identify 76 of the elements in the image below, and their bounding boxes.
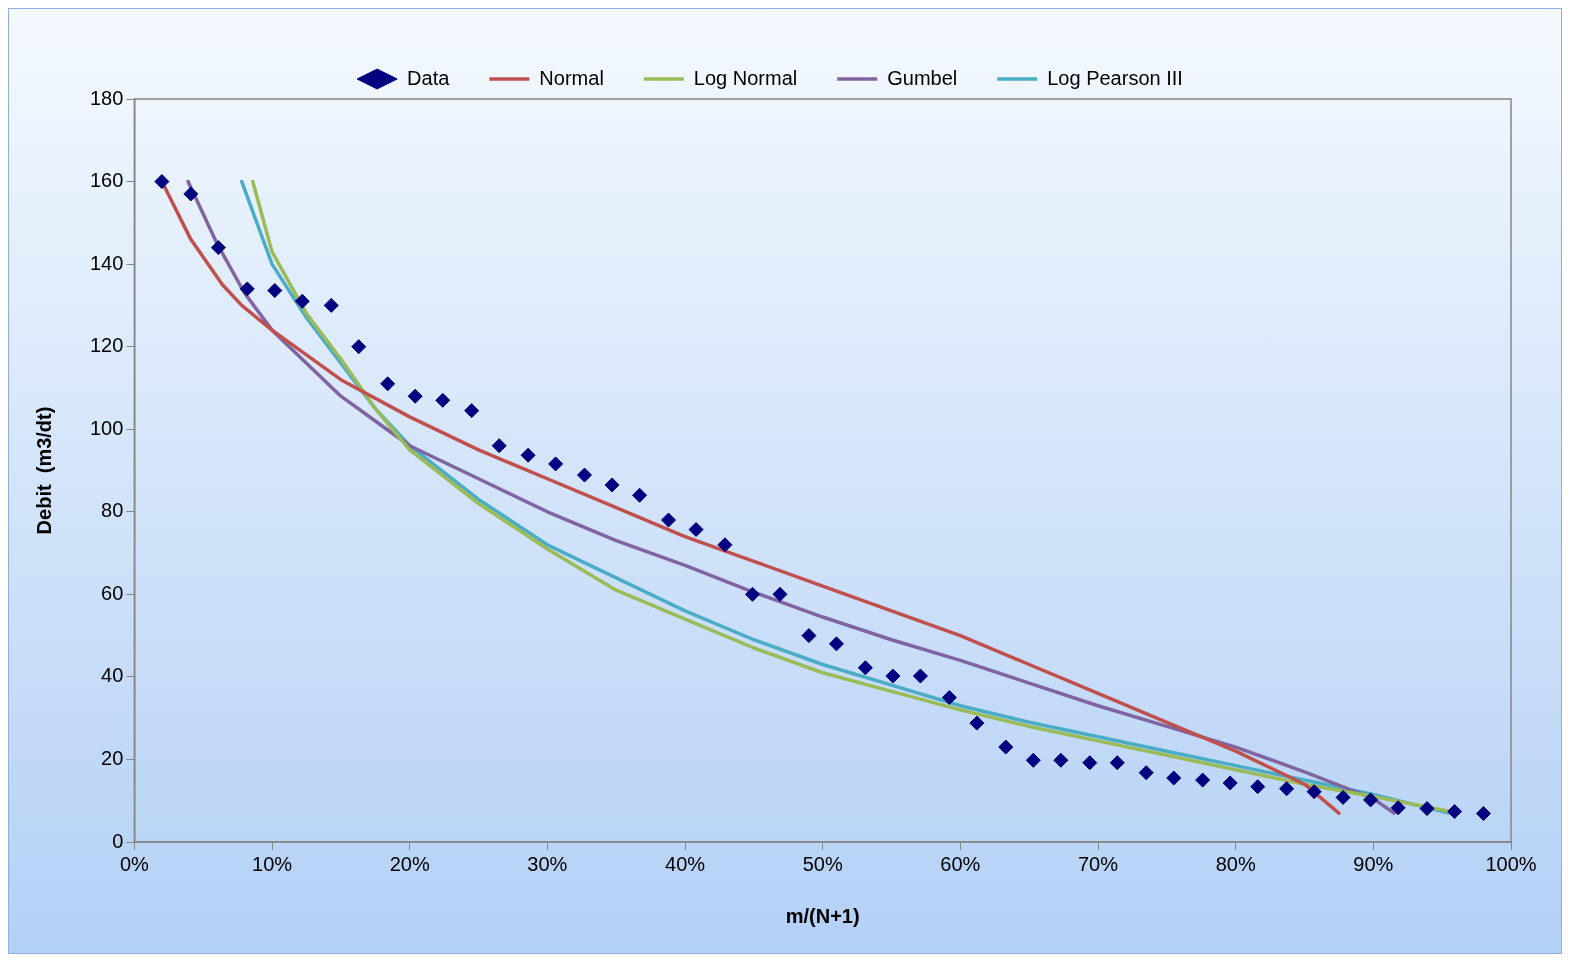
y-tick-label: 160 xyxy=(89,169,124,192)
point xyxy=(1419,801,1435,817)
point xyxy=(1138,765,1154,781)
y-tick-label: 80 xyxy=(101,499,124,522)
point xyxy=(828,636,844,652)
point xyxy=(210,240,226,256)
point xyxy=(239,281,255,297)
point xyxy=(491,438,507,454)
point xyxy=(1279,781,1295,797)
point xyxy=(548,456,564,472)
point xyxy=(435,392,451,408)
x-tick-label: 30% xyxy=(527,852,568,875)
y-tick-label: 0 xyxy=(112,829,124,852)
x-tick-label: 60% xyxy=(940,852,981,875)
point xyxy=(1222,775,1238,791)
point xyxy=(912,668,928,684)
point xyxy=(998,739,1014,755)
point xyxy=(1447,803,1463,819)
point xyxy=(688,522,704,538)
point xyxy=(941,690,957,706)
point xyxy=(267,283,283,299)
point xyxy=(1025,752,1041,768)
y-tick-label: 40 xyxy=(101,664,124,687)
point xyxy=(1475,806,1491,822)
point xyxy=(801,628,817,644)
legend-label: Normal xyxy=(539,66,604,89)
y-axis-title: Debit (m3/dt) xyxy=(32,406,55,535)
point xyxy=(1195,772,1211,788)
x-tick-label: 40% xyxy=(665,852,706,875)
point xyxy=(772,586,788,602)
point xyxy=(577,467,593,483)
point xyxy=(661,512,676,528)
x-axis-title: m/(N+1) xyxy=(785,904,860,927)
y-tick-label: 140 xyxy=(89,251,124,274)
point xyxy=(717,537,733,553)
point xyxy=(407,388,423,404)
legend-label: Log Pearson III xyxy=(1047,66,1183,89)
point xyxy=(1306,784,1322,800)
y-tick-label: 120 xyxy=(89,334,124,357)
x-tick-label: 100% xyxy=(1485,852,1537,875)
point xyxy=(380,376,396,392)
point xyxy=(520,447,536,463)
y-tick-label: 180 xyxy=(89,86,124,109)
x-tick-label: 20% xyxy=(389,852,430,875)
y-tick-label: 20 xyxy=(101,746,124,769)
legend-label: Gumbel xyxy=(887,66,958,89)
point xyxy=(1363,792,1379,808)
point xyxy=(1335,789,1351,805)
point xyxy=(744,586,760,602)
point xyxy=(1109,755,1125,771)
x-tick-label: 80% xyxy=(1215,852,1256,875)
point xyxy=(604,477,620,493)
point xyxy=(885,668,901,684)
point xyxy=(1250,779,1266,795)
x-tick-label: 90% xyxy=(1353,852,1394,875)
legend-label: Data xyxy=(407,66,451,89)
point xyxy=(351,339,367,355)
x-tick-label: 70% xyxy=(1078,852,1119,875)
x-tick-label: 10% xyxy=(252,852,293,875)
point xyxy=(1166,770,1182,786)
point xyxy=(1390,800,1406,816)
point xyxy=(183,186,199,202)
x-tick-label: 50% xyxy=(802,852,843,875)
point xyxy=(464,403,480,419)
point xyxy=(632,487,648,503)
point xyxy=(1053,752,1069,768)
point xyxy=(969,715,985,731)
point xyxy=(323,297,339,313)
x-tick-label: 0% xyxy=(119,852,150,875)
point xyxy=(294,293,310,309)
legend-label: Log Normal xyxy=(693,66,798,89)
y-tick-label: 60 xyxy=(101,581,124,604)
point xyxy=(154,174,170,190)
point xyxy=(1082,755,1098,771)
y-tick-label: 100 xyxy=(89,416,124,439)
point xyxy=(857,660,873,676)
